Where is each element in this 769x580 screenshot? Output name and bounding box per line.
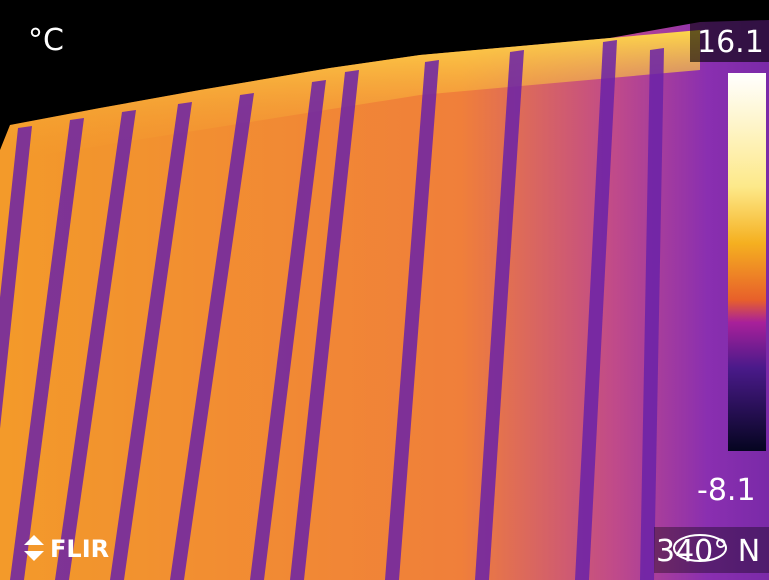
sky <box>0 0 769 150</box>
compass: 340° N <box>656 534 760 569</box>
logo-text: FLIR <box>50 535 109 563</box>
wall-ribs <box>0 40 664 580</box>
max-bg <box>690 20 769 62</box>
rib <box>55 110 136 580</box>
compass-ring <box>673 534 727 562</box>
logo: FLIR <box>24 535 109 563</box>
logo-icon <box>24 535 44 561</box>
unit-label: °C <box>28 23 64 58</box>
compass-bg <box>654 527 769 573</box>
color-scale <box>728 73 766 451</box>
rib <box>170 93 254 580</box>
rib <box>0 126 32 429</box>
rib <box>250 80 326 580</box>
rib <box>290 70 359 580</box>
rib <box>385 60 439 580</box>
rib <box>575 40 617 580</box>
scale-min: -8.1 <box>697 473 756 508</box>
rib <box>475 50 524 580</box>
rib <box>640 48 664 580</box>
scale-max: 16.1 <box>697 25 764 60</box>
rib <box>10 118 84 580</box>
rib <box>110 102 192 580</box>
